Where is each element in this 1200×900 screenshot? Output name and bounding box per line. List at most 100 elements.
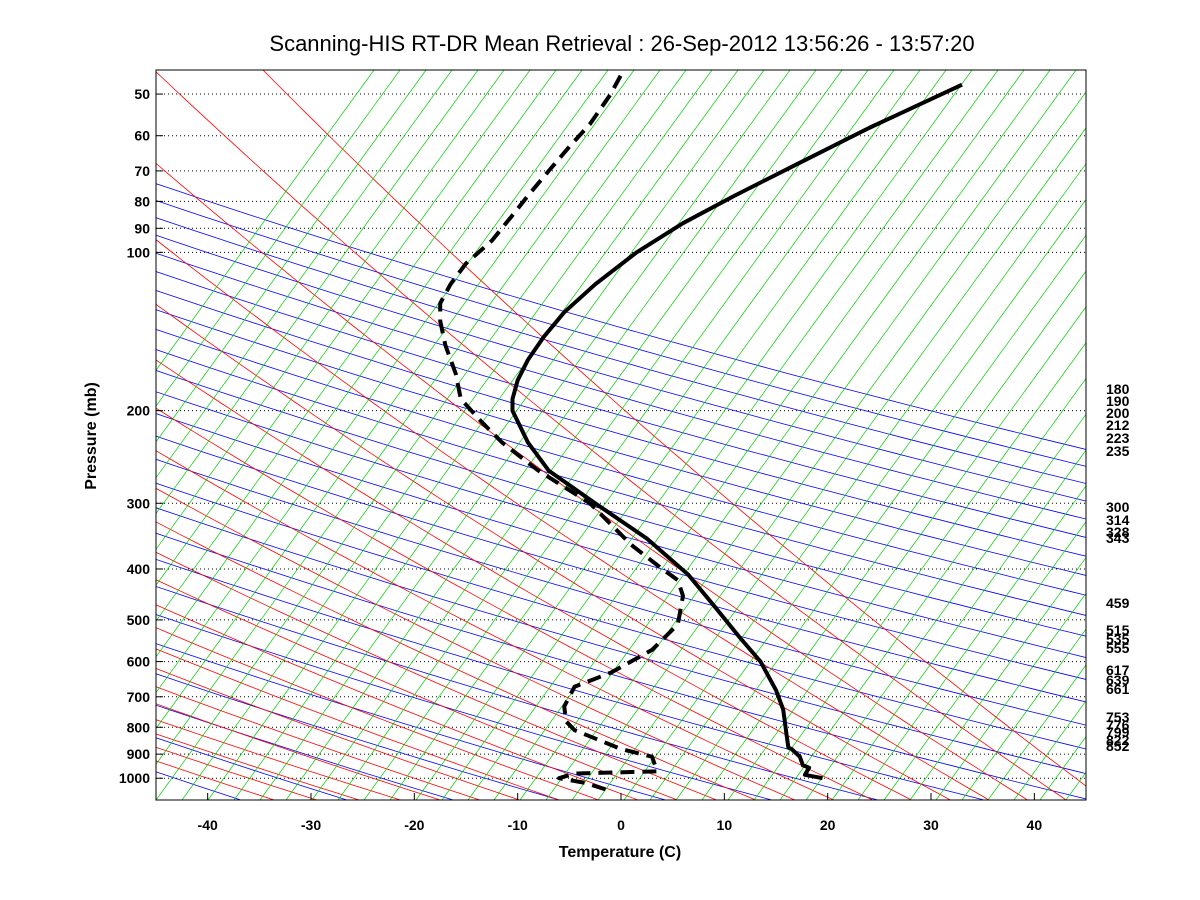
mixing-ratio-line	[1118, 70, 1200, 800]
moist-adiabat-line	[156, 359, 912, 800]
mixing-ratio-line	[493, 70, 1025, 800]
moist-adiabat-line	[156, 627, 599, 800]
right-side-label: 799	[1106, 724, 1130, 740]
y-tick-label: 300	[127, 495, 151, 511]
right-side-label: 776	[1106, 717, 1130, 733]
right-side-label: 639	[1106, 672, 1130, 688]
right-side-label: 190	[1106, 393, 1130, 409]
moist-adiabat-line	[156, 407, 873, 800]
right-side-label: 314	[1106, 512, 1130, 528]
dry-adiabat-line	[156, 217, 1086, 484]
moist-adiabat-line	[156, 668, 520, 800]
dry-adiabat-line	[156, 289, 1086, 557]
x-axis-ticks: -40 -30 -20 -10 0 10 20 30 40	[198, 793, 1042, 833]
mixing-ratio-line	[597, 127, 1086, 800]
x-tick-label: 0	[617, 817, 625, 833]
mixing-ratio-line	[831, 449, 1086, 800]
mixing-ratio-line	[156, 70, 479, 515]
x-tick-label: 20	[820, 817, 836, 833]
moist-adiabat-line	[156, 551, 717, 800]
moist-adiabat-line	[156, 521, 756, 800]
moist-adiabat-line	[156, 487, 795, 800]
moist-adiabat-line	[156, 686, 480, 800]
moist-adiabat-line	[156, 450, 834, 800]
mixing-ratio-line	[156, 70, 635, 729]
dry-adiabat-line	[156, 329, 1086, 596]
mixing-ratio-line	[156, 70, 609, 694]
chart-title: Scanning-HIS RT-DR Mean Retrieval : 26-S…	[269, 31, 974, 56]
mixing-ratio-line	[156, 70, 427, 443]
x-axis-label: Temperature (C)	[559, 844, 681, 861]
mixing-ratio-line	[467, 70, 999, 800]
temperature-profile-line	[510, 82, 963, 781]
mixing-ratio-line	[701, 270, 1086, 800]
mixing-ratio-line	[337, 70, 869, 800]
dry-adiabat-line	[156, 349, 1086, 616]
right-side-label: 223	[1106, 430, 1130, 446]
dewpoint-profile-line	[438, 74, 685, 792]
right-side-label: 300	[1106, 499, 1130, 515]
dry-adiabat-line	[156, 200, 1086, 467]
moist-adiabat-line	[262, 70, 1086, 787]
right-side-label: 515	[1106, 622, 1130, 638]
dry-adiabat-line	[156, 507, 1086, 775]
y-tick-label: 500	[127, 612, 151, 628]
mixing-ratio-line	[156, 70, 687, 800]
y-tick-label: 700	[127, 689, 151, 705]
y-tick-label: 50	[134, 86, 150, 102]
mixing-ratio-line	[649, 198, 1086, 800]
dry-adiabat-line	[156, 391, 1086, 658]
y-tick-label: 100	[127, 244, 151, 260]
dry-adiabat-line	[156, 234, 1086, 502]
moist-adiabat-line	[156, 648, 560, 800]
y-tick-label: 60	[134, 128, 150, 144]
mixing-ratio-line	[363, 70, 895, 800]
dry-adiabat-line	[156, 435, 1086, 703]
dry-adiabat-line	[156, 673, 560, 800]
right-side-label: 852	[1106, 738, 1130, 754]
right-side-label: 343	[1106, 530, 1130, 546]
mixing-ratio-line	[1144, 70, 1200, 800]
moist-adiabat-line	[156, 239, 990, 800]
dry-adiabat-line	[156, 586, 878, 800]
mixing-ratio-line	[805, 413, 1086, 800]
y-tick-label: 400	[127, 561, 151, 577]
y-tick-label: 90	[134, 220, 150, 236]
right-side-label: 212	[1106, 417, 1130, 433]
mixing-ratio-line	[156, 70, 401, 407]
right-side-label: 180	[1106, 381, 1130, 397]
y-tick-label: 70	[134, 163, 150, 179]
mixing-ratio-line	[779, 377, 1086, 800]
dry-adiabat-line	[156, 482, 1086, 750]
mixing-ratio-line	[156, 70, 375, 371]
moist-adiabat-line	[156, 579, 678, 800]
mixing-ratio-line	[519, 70, 1051, 800]
mixing-ratio-line	[1196, 70, 1200, 800]
mixing-ratio-line	[935, 592, 1086, 800]
mixing-ratio-line	[415, 70, 947, 800]
right-side-label: 535	[1106, 631, 1130, 647]
x-tick-label: -10	[508, 817, 528, 833]
y-axis-label: Pressure (mb)	[83, 382, 100, 490]
mixing-ratio-line	[883, 521, 1086, 800]
mixing-ratio-line	[156, 70, 505, 550]
mixing-ratio-line	[571, 91, 1086, 800]
mixing-ratio-line	[623, 163, 1086, 800]
background-lines	[0, 70, 1200, 800]
dry-adiabat-line	[156, 558, 985, 800]
mixing-ratio-line	[753, 342, 1086, 800]
x-tick-label: 10	[717, 817, 733, 833]
dry-adiabat-line	[156, 271, 1086, 538]
mixing-ratio-line	[1170, 70, 1200, 800]
dry-adiabat-line	[0, 70, 135, 800]
y-tick-label: 80	[134, 193, 150, 209]
right-side-label: 661	[1106, 681, 1130, 697]
mixing-ratio-line	[311, 70, 843, 800]
moist-adiabat-line	[156, 719, 401, 800]
right-side-label: 200	[1106, 405, 1130, 421]
y-tick-label: 800	[127, 719, 151, 735]
dry-adiabat-line	[156, 369, 1086, 637]
y-tick-label: 600	[127, 654, 151, 670]
mixing-ratio-line	[156, 70, 531, 586]
